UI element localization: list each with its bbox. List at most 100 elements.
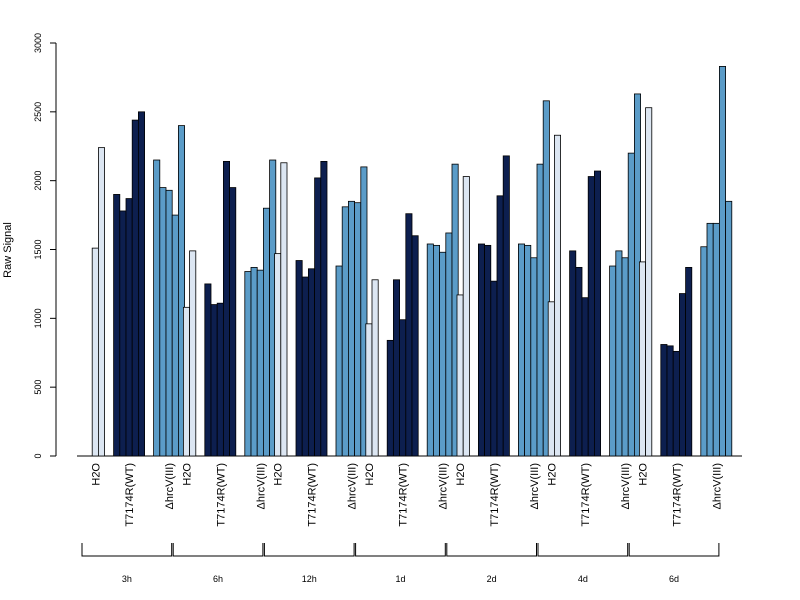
bar-6h-1-3 xyxy=(222,160,230,457)
bar-6h-2-1 xyxy=(250,266,258,457)
bar-4d-2-3 xyxy=(627,152,635,457)
bar-2d-2-3 xyxy=(536,163,544,457)
bar-12h-1-4 xyxy=(320,160,328,457)
bar-6h-1-4 xyxy=(229,187,237,457)
bar-4d-1-0 xyxy=(569,250,577,457)
y-tick-label: 1000 xyxy=(33,308,43,328)
bars-layer xyxy=(91,66,733,457)
y-tick-label: 500 xyxy=(33,380,43,395)
bar-12h-0-2 xyxy=(280,162,288,457)
bar-2d-1-2 xyxy=(490,280,498,457)
bar-2d-1-3 xyxy=(496,195,504,457)
bar-2d-1-0 xyxy=(477,243,485,457)
treatment-label: H2O xyxy=(273,463,285,486)
bar-1d-1-0 xyxy=(386,339,394,457)
bar-12h-2-1 xyxy=(341,206,349,457)
bar-3h-1-4 xyxy=(137,111,145,457)
bar-6h-1-2 xyxy=(216,302,224,457)
bar-6h-0-1 xyxy=(182,306,190,457)
treatment-label: T7174R(WT) xyxy=(398,463,410,527)
y-tick-label: 1500 xyxy=(33,239,43,259)
bar-4d-1-1 xyxy=(575,266,583,457)
bar-6d-2-0 xyxy=(700,246,708,457)
bar-6d-1-0 xyxy=(660,344,668,457)
bar-12h-1-0 xyxy=(295,260,303,457)
bar-3h-0-1 xyxy=(91,247,99,457)
bar-6h-2-3 xyxy=(262,207,270,457)
treatment-label: T7174R(WT) xyxy=(124,463,136,527)
treatment-label: H2O xyxy=(90,463,102,486)
bar-1d-1-1 xyxy=(392,279,400,457)
bar-1d-2-1 xyxy=(432,244,440,457)
bar-2d-1-1 xyxy=(484,244,492,457)
treatment-label: H2O xyxy=(182,463,194,486)
bar-12h-2-2 xyxy=(347,200,355,457)
bar-1d-0-2 xyxy=(371,279,379,457)
bar-2d-0-2 xyxy=(462,176,470,457)
y-tick-label: 0 xyxy=(33,453,43,458)
bar-3h-1-1 xyxy=(119,210,127,457)
bar-1d-1-3 xyxy=(405,213,413,457)
y-tick-label: 2500 xyxy=(33,102,43,122)
bar-1d-0-1 xyxy=(365,323,373,457)
bar-6h-1-0 xyxy=(204,283,212,457)
time-point-label: 12h xyxy=(302,574,317,584)
bar-2d-0-1 xyxy=(456,294,464,457)
treatment-label: ΔhrcV(III) xyxy=(529,463,541,509)
bar-4d-0-1 xyxy=(547,301,555,457)
time-point-label: 1d xyxy=(395,574,405,584)
bar-1d-2-3 xyxy=(445,232,453,457)
treatment-label: ΔhrcV(III) xyxy=(347,463,359,509)
bar-3h-2-4 xyxy=(177,125,185,457)
y-tick-label: 2000 xyxy=(33,171,43,191)
bar-6d-2-4 xyxy=(725,200,733,457)
bar-4d-0-2 xyxy=(554,134,562,457)
time-bracket xyxy=(628,543,720,557)
bar-2d-2-2 xyxy=(530,257,538,457)
bar-6d-1-3 xyxy=(679,293,687,457)
bar-3h-2-3 xyxy=(171,214,179,457)
time-point-label: 2d xyxy=(487,574,497,584)
bar-12h-2-4 xyxy=(360,166,368,457)
bar-6d-0-2 xyxy=(645,107,653,457)
bar-4d-2-2 xyxy=(621,257,629,457)
bar-12h-0-1 xyxy=(274,253,282,457)
bar-2d-2-1 xyxy=(524,244,532,457)
treatment-label: T7174R(WT) xyxy=(307,463,319,527)
bar-4d-2-0 xyxy=(609,265,617,457)
bar-6d-1-1 xyxy=(666,345,674,457)
time-bracket xyxy=(81,543,173,557)
time-point-label: 6d xyxy=(669,574,679,584)
bar-3h-2-1 xyxy=(159,187,167,457)
y-axis: 0 500 1000 1500 2000 2500 3000 xyxy=(33,33,57,459)
treatment-label: T7174R(WT) xyxy=(489,463,501,527)
y-axis-label: Raw Signal xyxy=(2,222,14,278)
bar-3h-1-3 xyxy=(131,119,139,457)
bar-6d-0-1 xyxy=(639,261,647,457)
bar-6d-2-2 xyxy=(712,222,720,457)
bar-2d-2-0 xyxy=(518,243,526,457)
bar-6d-2-1 xyxy=(706,222,714,457)
bar-4d-1-4 xyxy=(594,170,602,457)
treatment-label: ΔhrcV(III) xyxy=(255,463,267,509)
time-point-brackets: 3h 6h 12h 1d 2d 4d 6d xyxy=(81,543,720,584)
bar-6h-1-1 xyxy=(210,304,218,457)
treatment-labels: H2O T7174R(WT) ΔhrcV(III) H2O T7174R(WT) Δhrc… xyxy=(90,463,723,527)
treatment-label: T7174R(WT) xyxy=(580,463,592,527)
bar-12h-1-3 xyxy=(314,177,322,457)
treatment-label: H2O xyxy=(455,463,467,486)
time-point-label: 3h xyxy=(122,574,132,584)
time-bracket xyxy=(537,543,629,557)
bar-2d-1-4 xyxy=(502,155,510,457)
bar-3h-0-2 xyxy=(98,147,106,457)
bar-1d-2-2 xyxy=(439,251,447,457)
treatment-label: H2O xyxy=(546,463,558,486)
treatment-label: ΔhrcV(III) xyxy=(711,463,723,509)
bar-3h-2-2 xyxy=(165,189,173,457)
bar-2d-2-4 xyxy=(542,100,550,457)
bar-12h-2-0 xyxy=(335,265,343,457)
bar-4d-1-2 xyxy=(581,297,589,457)
bar-6d-1-4 xyxy=(685,266,693,457)
bar-12h-1-1 xyxy=(301,276,309,457)
bar-6h-0-2 xyxy=(189,250,197,457)
